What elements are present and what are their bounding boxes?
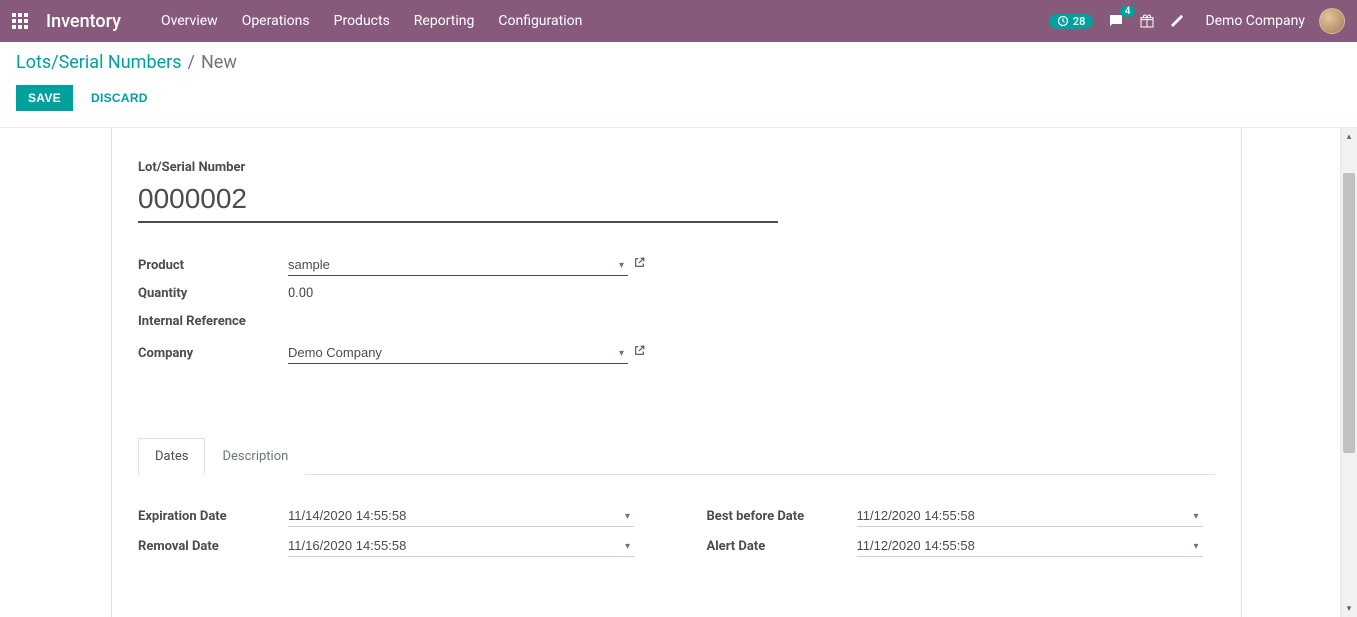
best-before-date-input[interactable] [857,505,1203,527]
scroll-down-button[interactable]: ▾ [1341,600,1357,617]
chat-badge-count: 4 [1120,6,1136,17]
breadcrumb-current: New [201,52,237,73]
title-group: Lot/Serial Number [138,160,1215,223]
external-link-icon [633,344,646,357]
gift-button[interactable] [1139,13,1155,29]
timer-badge-count: 28 [1073,15,1086,28]
app-brand[interactable]: Inventory [46,11,121,32]
user-avatar[interactable] [1319,8,1345,34]
label-removal-date: Removal Date [138,539,288,554]
row-company: Company ▾ [138,339,1215,367]
clock-icon [1057,15,1069,27]
nav-reporting[interactable]: Reporting [414,13,475,29]
expiration-date-input[interactable] [288,505,634,527]
row-product: Product ▾ [138,251,1215,279]
nav-operations[interactable]: Operations [242,13,310,29]
row-quantity: Quantity 0.00 [138,279,1215,307]
dates-col-right: Best before Date ▾ Alert Date ▾ [707,501,1216,561]
product-input[interactable] [288,254,628,276]
removal-date-input[interactable] [288,535,634,557]
topbar: Inventory Overview Operations Products R… [0,0,1357,42]
label-internal-reference: Internal Reference [138,314,288,329]
row-expiration-date: Expiration Date ▾ [138,501,647,531]
nav-products[interactable]: Products [334,13,390,29]
breadcrumb: Lots/Serial Numbers / New [16,52,1341,73]
label-quantity: Quantity [138,286,288,301]
row-alert-date: Alert Date ▾ [707,531,1216,561]
field-grid: Product ▾ Quantity 0.00 Internal Referen… [138,251,1215,367]
external-link-icon [633,256,646,269]
company-external-link[interactable] [633,346,646,361]
timer-badge[interactable]: 28 [1049,14,1094,29]
action-buttons: SAVE DISCARD [16,85,1341,111]
company-input[interactable] [288,342,628,364]
product-external-link[interactable] [633,258,646,273]
wrench-icon [1169,13,1185,29]
label-product: Product [138,258,288,273]
tab-content-dates: Expiration Date ▾ Removal Date ▾ [138,475,1215,561]
scroll-thumb[interactable] [1343,173,1355,453]
settings-button[interactable] [1169,13,1185,29]
label-company: Company [138,346,288,361]
breadcrumb-sep: / [188,52,195,73]
quantity-value: 0.00 [288,283,648,304]
main-nav: Overview Operations Products Reporting C… [161,13,1049,29]
content-area: Lot/Serial Number Product ▾ Quantity [0,128,1357,617]
scroll-up-button[interactable]: ▴ [1341,128,1357,145]
apps-icon[interactable] [12,13,28,29]
label-best-before-date: Best before Date [707,509,857,524]
label-alert-date: Alert Date [707,539,857,554]
save-button[interactable]: SAVE [16,85,73,111]
row-removal-date: Removal Date ▾ [138,531,647,561]
tabs: Dates Description [138,437,1215,475]
nav-overview[interactable]: Overview [161,13,218,29]
breadcrumb-parent[interactable]: Lots/Serial Numbers [16,52,182,73]
tab-dates[interactable]: Dates [138,438,205,475]
alert-date-input[interactable] [857,535,1203,557]
row-best-before-date: Best before Date ▾ [707,501,1216,531]
control-bar: Lots/Serial Numbers / New SAVE DISCARD [0,42,1357,128]
label-expiration-date: Expiration Date [138,509,288,524]
title-label: Lot/Serial Number [138,160,1215,175]
internal-reference-value [288,318,648,324]
form-sheet: Lot/Serial Number Product ▾ Quantity [111,128,1242,617]
topbar-right: 28 4 Demo Company [1049,8,1345,34]
discard-button[interactable]: DISCARD [91,91,148,105]
tab-description[interactable]: Description [205,438,305,475]
nav-configuration[interactable]: Configuration [498,13,582,29]
gift-icon [1139,13,1155,29]
messaging-button[interactable]: 4 [1107,12,1125,30]
lot-serial-input[interactable] [138,181,778,223]
dates-col-left: Expiration Date ▾ Removal Date ▾ [138,501,647,561]
company-switcher[interactable]: Demo Company [1205,13,1305,29]
row-internal-reference: Internal Reference [138,307,1215,335]
vertical-scrollbar[interactable]: ▴ ▾ [1340,128,1357,617]
